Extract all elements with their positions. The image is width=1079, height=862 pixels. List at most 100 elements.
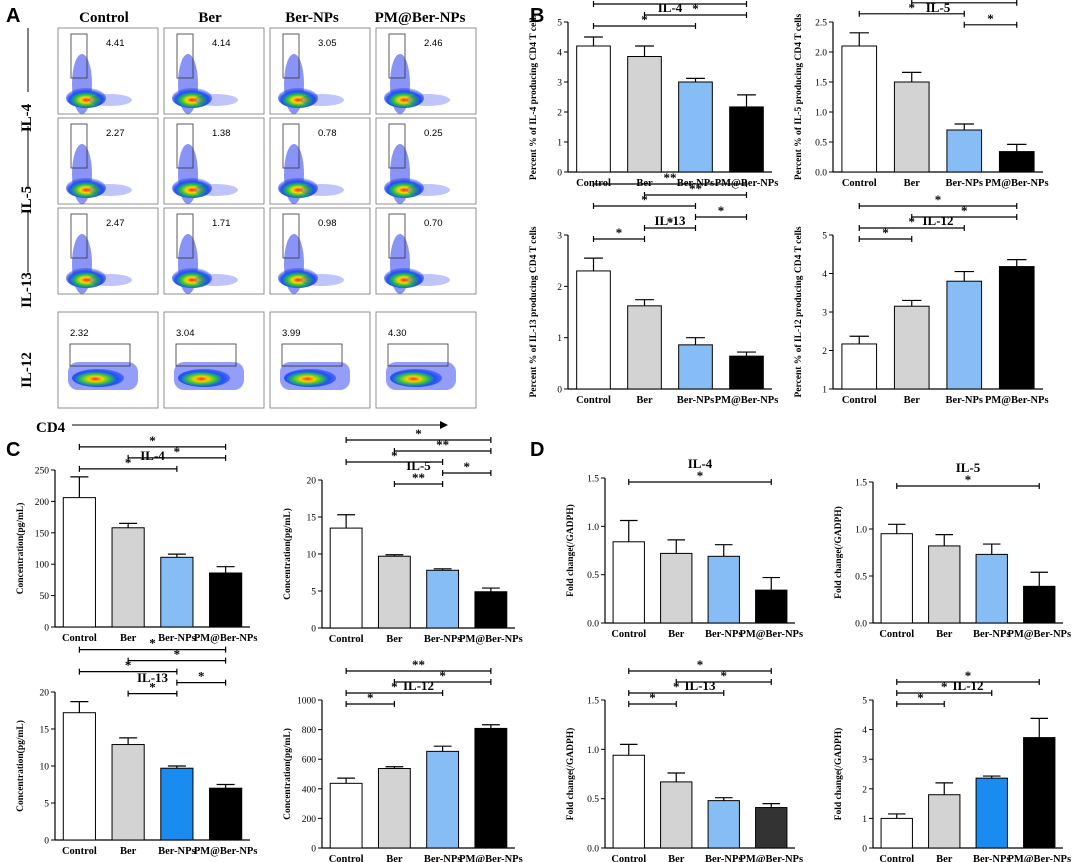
bar <box>707 555 740 624</box>
flow-gate-percent: 4.14 <box>212 38 231 49</box>
y-tick-label: 5 <box>557 19 562 29</box>
bar <box>729 355 764 390</box>
significance-label: * <box>961 203 968 218</box>
significance-label: * <box>125 658 132 673</box>
flow-density-core <box>278 268 318 288</box>
significance-label: * <box>198 669 205 684</box>
bar-chart-d2: 0.0 0.5 1.0 1.5 Fold change(/GADPH) Control Be… <box>833 460 1071 640</box>
flow-gate <box>70 213 88 259</box>
significance-label: * <box>692 1 699 16</box>
y-tick-label: 10 <box>40 763 50 773</box>
category-label: Ber-NPs <box>158 846 196 857</box>
bar <box>612 754 645 849</box>
y-axis-label: Concentration(pg/mL) <box>282 728 293 820</box>
flow-plot: 0.25 <box>375 117 477 205</box>
significance-label: * <box>718 203 725 218</box>
category-label: Ber-NPs <box>424 854 462 862</box>
y-tick-label: 4 <box>862 726 867 736</box>
y-tick-label: 1 <box>557 139 562 149</box>
y-tick-label: 5 <box>862 697 867 707</box>
flow-scatter-tail <box>194 94 238 106</box>
flow-col-label: Control <box>79 10 129 26</box>
y-tick-label: 1.0 <box>587 523 599 533</box>
significance-label: ** <box>436 437 449 452</box>
bar <box>946 129 983 173</box>
bar <box>62 712 96 841</box>
category-label: Ber <box>668 629 685 640</box>
flow-gate <box>176 213 194 259</box>
significance-label: * <box>174 647 181 662</box>
flow-plot: 0.78 <box>269 117 371 205</box>
y-tick-label: 15 <box>307 514 317 524</box>
category-label: PM@Ber-NPs <box>1007 854 1071 862</box>
flow-density-core <box>172 178 212 198</box>
flow-plot: 2.27 <box>57 117 159 205</box>
category-label: Ber <box>936 629 953 640</box>
significance-label: * <box>149 680 156 695</box>
flow-density-core <box>172 88 212 108</box>
flow-plot-frame <box>269 311 371 409</box>
flow-gate <box>388 123 406 169</box>
bar-chart-d1: 0.0 0.5 1.0 1.5 Fold change(/GADPH) Control Be… <box>565 456 803 640</box>
flow-density-core <box>384 178 424 198</box>
significance-label: * <box>149 636 156 651</box>
flow-plot-frame <box>163 311 265 409</box>
significance-label: * <box>721 668 728 683</box>
flow-gate-percent: 3.05 <box>318 38 337 49</box>
y-tick-label: 5 <box>311 588 316 598</box>
chart-title: IL-12 <box>922 213 953 228</box>
flow-density-core <box>390 369 442 387</box>
bar <box>678 344 713 390</box>
flow-plot: 4.30 <box>375 311 477 409</box>
panel-label-d: D <box>530 439 544 461</box>
flow-cytometry-panel: Control Ber Ber-NPs PM@Ber-NPs IL-4 IL-5… <box>19 10 477 436</box>
bar <box>880 817 913 849</box>
flow-xaxis-label: CD4 <box>36 420 66 436</box>
bar <box>377 768 411 849</box>
y-tick-label: 2.0 <box>815 49 827 59</box>
y-tick-label: 0 <box>311 625 316 635</box>
y-tick-label: 1.5 <box>587 475 599 485</box>
bar-chart-c3: 0 5 10 15 20 Concentration(pg/mL) Control Ber Be… <box>15 636 257 857</box>
flow-gate <box>387 343 449 367</box>
chart-title: IL-13 <box>684 678 716 693</box>
flow-scatter-tail <box>300 184 344 196</box>
category-label: Ber-NPs <box>973 629 1011 640</box>
flow-plot: 4.14 <box>163 27 265 115</box>
y-tick-label: 3 <box>557 79 562 89</box>
flow-gate-percent: 0.78 <box>318 128 337 139</box>
y-tick-label: 100 <box>35 561 50 571</box>
significance-label: * <box>641 192 648 207</box>
flow-row-label: IL-4 <box>19 103 35 132</box>
category-label: Ber <box>936 854 953 862</box>
category-label: Ber <box>386 854 403 862</box>
y-tick-label: 5 <box>44 800 49 810</box>
significance-label: * <box>935 192 942 207</box>
category-label: Ber <box>120 846 137 857</box>
category-label: PM@Ber-NPs <box>985 178 1049 189</box>
y-tick-label: 1.5 <box>855 479 867 489</box>
bar <box>111 744 145 841</box>
flow-gate-percent: 1.38 <box>212 128 231 139</box>
y-tick-label: 15 <box>40 726 50 736</box>
flow-plot-frame <box>57 311 159 409</box>
bar <box>880 533 913 624</box>
y-tick-label: 3 <box>557 232 562 242</box>
significance-label: * <box>391 679 398 694</box>
y-tick-label: 2 <box>557 109 562 119</box>
significance-label: ** <box>689 181 702 196</box>
category-label: Control <box>879 854 914 862</box>
bar <box>474 591 508 629</box>
category-label: PM@Ber-NPs <box>1007 629 1071 640</box>
y-tick-label: 5 <box>822 232 827 242</box>
y-tick-label: 0 <box>44 624 49 634</box>
y-tick-label: 3 <box>862 756 867 766</box>
flow-gate <box>281 343 343 367</box>
bar <box>975 553 1008 624</box>
flow-plot: 2.47 <box>57 207 159 295</box>
flow-scatter-tail <box>300 274 344 286</box>
y-tick-label: 1.0 <box>855 526 867 536</box>
flow-col-label: Ber-NPs <box>285 10 339 26</box>
category-label: PM@Ber-NPs <box>739 854 803 862</box>
